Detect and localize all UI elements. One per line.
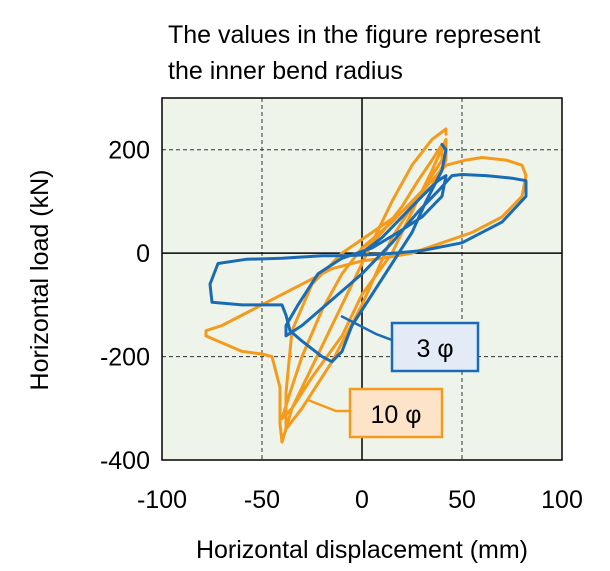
y-tick-label: 200 <box>108 137 150 165</box>
plot-frame <box>161 97 563 461</box>
callout-label-3phi: 3 φ <box>416 335 453 363</box>
y-tick-label: -200 <box>100 344 150 372</box>
callout-leader-10phi <box>307 398 350 413</box>
chart-title-line-2: the inner bend radius <box>168 57 403 85</box>
chart-title-line-1: The values in the figure represent <box>168 21 541 49</box>
series-callouts: 3 φ 10 φ <box>307 314 480 439</box>
series-layer <box>204 127 528 444</box>
x-tick-label: -50 <box>244 486 280 514</box>
series-line-1 <box>208 143 528 364</box>
callout-box-3phi <box>390 321 480 373</box>
y-axis-label: Horizontal load (kN) <box>26 170 54 391</box>
callout-box-10phi <box>348 387 444 439</box>
y-tick-label: -400 <box>100 447 150 475</box>
x-tick-label: -100 <box>137 486 187 514</box>
x-tick-label: 50 <box>448 486 476 514</box>
x-tick-label: 100 <box>541 486 583 514</box>
callout-leader-3phi <box>340 314 393 342</box>
x-axis-label: Horizontal displacement (mm) <box>196 536 528 564</box>
callout-label-10phi: 10 φ <box>371 401 422 429</box>
x-tick-label: 0 <box>355 486 369 514</box>
tick-labels: -100 -50 0 50 100 -400 -200 0 200 <box>100 137 583 514</box>
y-tick-label: 0 <box>136 240 150 268</box>
series-line-0 <box>204 127 528 444</box>
